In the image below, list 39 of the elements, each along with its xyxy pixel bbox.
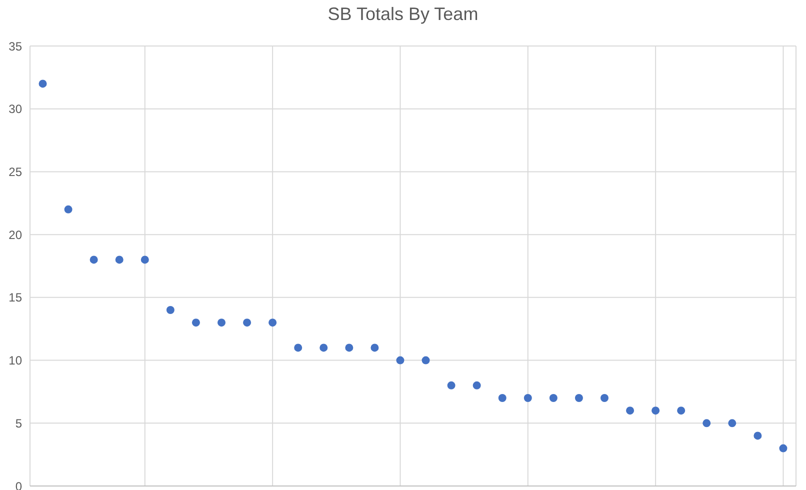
y-tick-label: 15 [8,290,22,305]
y-tick-label: 0 [15,479,22,490]
point [652,406,660,415]
point [524,394,532,402]
y-tick-label: 30 [8,102,22,116]
point [320,344,328,352]
point [192,318,200,327]
point [422,356,430,364]
point [677,406,686,415]
point [472,381,481,390]
y-tick-label: 25 [8,164,22,179]
point [38,80,47,88]
point [396,356,404,364]
point [90,256,98,264]
point [243,318,252,327]
point [549,394,558,402]
point [370,344,379,352]
y-tick-label: 35 [8,39,22,54]
point [166,306,174,314]
point [64,205,72,214]
y-tick-label: 5 [15,416,22,430]
point [626,406,634,415]
point [294,344,302,352]
point [218,318,226,327]
chart-title: SB Totals By Team [326,4,480,25]
y-tick-label: 20 [8,228,22,242]
y-tick-label: 10 [8,354,22,368]
point [574,394,583,402]
point [754,432,762,440]
point [268,318,277,327]
point [728,419,736,428]
point [140,256,149,264]
point [702,419,711,428]
point [779,444,788,452]
point [345,344,354,352]
point [600,394,608,402]
point [498,394,506,402]
point [447,381,456,390]
point [115,256,124,264]
